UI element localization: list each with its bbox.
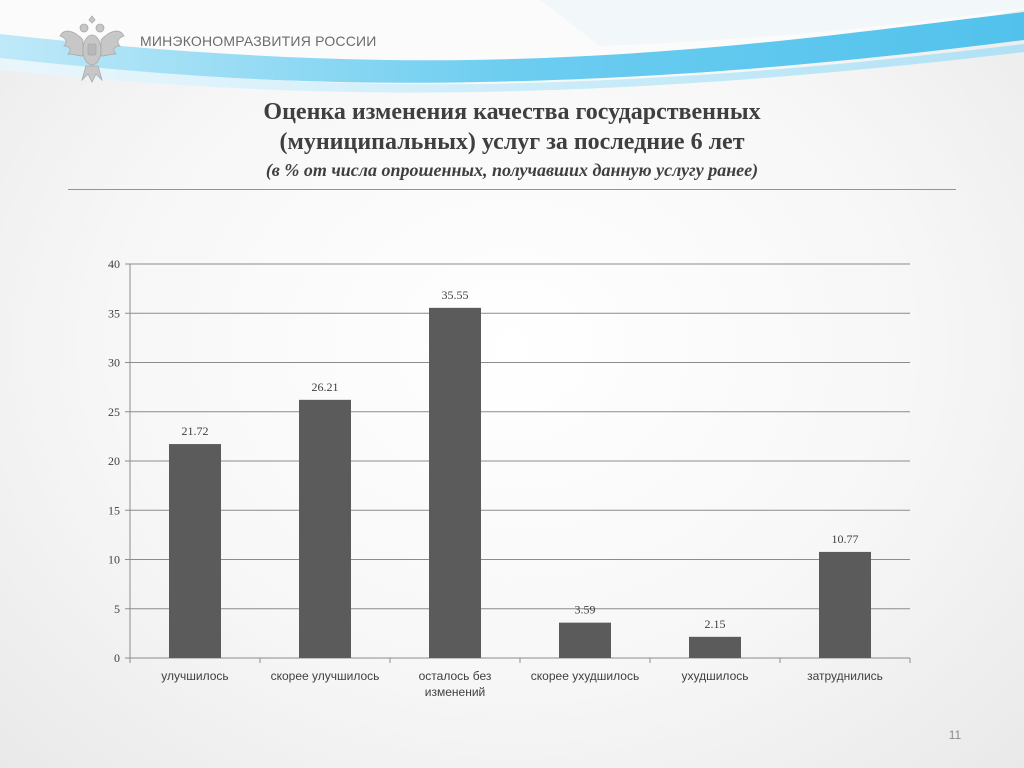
y-tick-label: 0: [114, 651, 120, 665]
bar-chart: 0 5 10 15 20 25 30 35 40 21.72 улучшилось 26.21 скор…: [108, 257, 911, 699]
data-label: 26.21: [312, 380, 339, 394]
bar: [169, 444, 221, 658]
y-tick-label: 40: [108, 257, 120, 271]
data-label: 2.15: [705, 617, 726, 631]
double-headed-eagle-icon: [59, 15, 125, 83]
x-category-label: улучшилось: [161, 669, 228, 683]
y-tick-label: 5: [114, 602, 120, 616]
bar: [299, 399, 351, 658]
data-label: 35.55: [442, 288, 469, 302]
bar: [819, 551, 871, 658]
data-label: 3.59: [575, 603, 596, 617]
bar: [559, 622, 611, 658]
x-category-label: скорее улучшилось: [271, 669, 380, 683]
title-line-1: Оценка изменения качества государственны…: [263, 99, 761, 125]
y-tick-label: 15: [108, 503, 120, 517]
y-tick-label: 35: [108, 306, 120, 320]
x-category-label: скорее ухудшилось: [531, 669, 639, 683]
y-tick-label: 20: [108, 454, 120, 468]
x-category-label: затруднились: [807, 669, 883, 683]
y-tick-label: 25: [108, 405, 120, 419]
x-category-label: изменений: [425, 685, 485, 699]
bar: [689, 636, 741, 658]
y-tick-label: 30: [108, 356, 120, 370]
x-category-label: осталось без: [419, 669, 492, 683]
header-wave-band: [0, 0, 1024, 93]
page-number: 11: [948, 728, 962, 742]
title-line-2: (муниципальных) услуг за последние 6 лет: [279, 129, 745, 155]
ministry-name: МИНЭКОНОМРАЗВИТИЯ РОССИИ: [140, 33, 377, 49]
slide-subtitle: (в % от числа опрошенных, получавших дан…: [265, 160, 759, 180]
data-label: 10.77: [832, 532, 859, 546]
slide-title: Оценка изменения качества государственны…: [60, 97, 964, 182]
bar: [429, 307, 481, 658]
x-category-label: ухудшилось: [682, 669, 749, 683]
y-tick-label: 10: [108, 553, 120, 567]
title-divider: [68, 189, 956, 190]
data-label: 21.72: [182, 424, 209, 438]
